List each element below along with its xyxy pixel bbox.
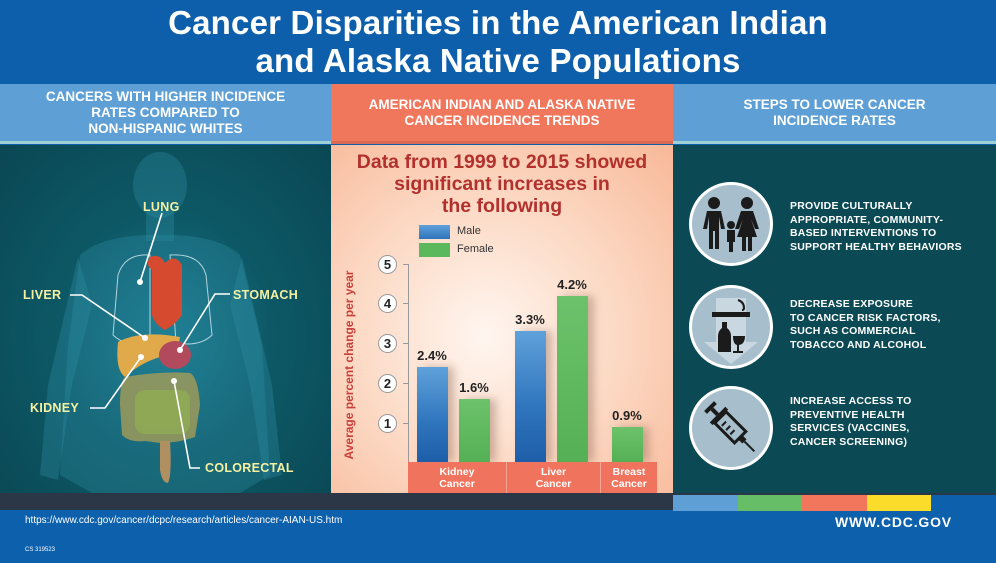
chart-title-line: Data from 1999 to 2015 showed [356, 151, 648, 173]
x-axis-categories: Kidney Cancer Liver Cancer Breast Cancer [408, 462, 657, 493]
step-line: APPROPRIATE, COMMUNITY- [790, 213, 944, 226]
leader-lines [70, 212, 230, 469]
category-breast: Breast Cancer [600, 462, 657, 493]
step-line: TOBACCO AND ALCOHOL [790, 338, 927, 351]
bar-liver-male [515, 331, 546, 462]
chart-panel: Data from 1999 to 2015 showed significan… [331, 145, 673, 493]
y-axis-label: Average percent change per year [342, 270, 356, 460]
tobacco-alcohol-icon [689, 285, 773, 369]
header-line: AMERICAN INDIAN AND ALASKA NATIVE [368, 96, 636, 112]
color-block-blue [673, 495, 738, 511]
y-tick-mark [403, 343, 408, 344]
section-header-left: CANCERS WITH HIGHER INCIDENCE RATES COMP… [0, 84, 331, 144]
y-tick-4: 4 [378, 294, 397, 313]
step-1-text: PROVIDE CULTURALLY APPROPRIATE, COMMUNIT… [790, 200, 962, 254]
bar-label-liver-male: 3.3% [515, 312, 545, 327]
organ-label-stomach: STOMACH [233, 288, 299, 302]
y-tick-mark [403, 383, 408, 384]
bar-kidney-female [459, 399, 490, 462]
chart-title: Data from 1999 to 2015 showed significan… [331, 151, 673, 217]
body-diagram-panel: LUNG LIVER STOMACH KIDNEY COLORECTAL [0, 145, 331, 493]
header-line: CANCER INCIDENCE TRENDS [404, 112, 600, 128]
header-line: STEPS TO LOWER CANCER [743, 96, 926, 112]
category-line: Cancer [611, 477, 647, 490]
color-block-green [737, 495, 803, 511]
legend-swatch-male [419, 225, 450, 239]
bar-label-kidney-female: 1.6% [459, 380, 489, 395]
step-line: SUCH AS COMMERCIAL [790, 325, 916, 337]
source-url-link[interactable]: https://www.cdc.gov/cancer/dcpc/research… [25, 515, 343, 526]
cdc-website-link[interactable]: WWW.CDC.GOV [835, 514, 952, 530]
bar-kidney-male [417, 367, 448, 462]
y-tick-mark [403, 303, 408, 304]
organ-label-liver: LIVER [23, 288, 62, 302]
category-line: Cancer [439, 477, 475, 490]
legend-label-female: Female [457, 243, 494, 255]
page-title: Cancer Disparities in the American India… [0, 0, 996, 82]
step-line: TO CANCER RISK FACTORS, [790, 311, 941, 324]
step-3-text: INCREASE ACCESS TO PREVENTIVE HEALTH SER… [790, 395, 911, 449]
color-block-coral [802, 495, 867, 511]
step-line: SERVICES (VACCINES, [790, 422, 910, 434]
syringe-icon [689, 386, 773, 470]
bar-label-liver-female: 4.2% [557, 277, 587, 292]
step-line: SUPPORT HEALTHY BEHAVIORS [790, 240, 962, 253]
organ-label-kidney: KIDNEY [30, 401, 80, 415]
header-line: RATES COMPARED TO [91, 104, 240, 120]
category-line: Cancer [535, 477, 572, 490]
category-line: Liver [540, 465, 567, 478]
step-line: PREVENTIVE HEALTH [790, 408, 905, 421]
legend-label-male: Male [457, 225, 481, 237]
step-line: BASED INTERVENTIONS TO [790, 227, 937, 239]
category-liver: Liver Cancer [506, 462, 600, 493]
color-block-yellow [866, 495, 932, 511]
y-tick-2: 2 [378, 374, 397, 393]
steps-panel: PROVIDE CULTURALLY APPROPRIATE, COMMUNIT… [673, 145, 996, 493]
bar-label-kidney-male: 2.4% [417, 348, 447, 363]
y-axis-line [408, 264, 409, 462]
organ-label-lung: LUNG [143, 200, 180, 214]
publication-code: CS 319523 [25, 547, 56, 553]
section-header-middle: AMERICAN INDIAN AND ALASKA NATIVE CANCER… [331, 84, 673, 144]
step-line: DECREASE EXPOSURE [790, 298, 914, 310]
chart-title-line: the following [441, 195, 563, 217]
organ-label-colorectal: COLORECTAL [205, 461, 294, 475]
header-line: NON-HISPANIC WHITES [88, 120, 243, 136]
family-icon [689, 182, 773, 266]
y-tick-1: 1 [378, 414, 397, 433]
human-body-illustration [40, 152, 282, 493]
color-strip [673, 495, 996, 511]
legend-swatch-female [419, 243, 450, 257]
color-block-darkblue [931, 495, 996, 511]
category-line: Kidney [439, 465, 475, 478]
step-line: CANCER SCREENING) [790, 435, 908, 448]
y-tick-3: 3 [378, 334, 397, 353]
bar-breast-female [612, 427, 643, 462]
bar-liver-female [557, 296, 588, 462]
y-tick-5: 5 [378, 255, 397, 274]
category-kidney: Kidney Cancer [408, 462, 506, 493]
y-tick-mark [403, 423, 408, 424]
category-line: Breast [612, 465, 646, 478]
step-line: PROVIDE CULTURALLY [790, 200, 913, 212]
y-tick-mark [403, 264, 408, 265]
bar-label-breast-female: 0.9% [612, 408, 642, 423]
footer [0, 511, 996, 563]
step-line: INCREASE ACCESS TO [790, 395, 912, 407]
section-header-right: STEPS TO LOWER CANCER INCIDENCE RATES [673, 84, 996, 144]
chart-title-line: significant increases in [394, 173, 610, 195]
title-line-2: and Alaska Native Populations [255, 42, 741, 79]
header-line: CANCERS WITH HIGHER INCIDENCE [45, 88, 286, 104]
title-line-1: Cancer Disparities in the American India… [168, 4, 828, 41]
step-2-text: DECREASE EXPOSURE TO CANCER RISK FACTORS… [790, 298, 941, 352]
header-line: INCIDENCE RATES [773, 112, 896, 128]
